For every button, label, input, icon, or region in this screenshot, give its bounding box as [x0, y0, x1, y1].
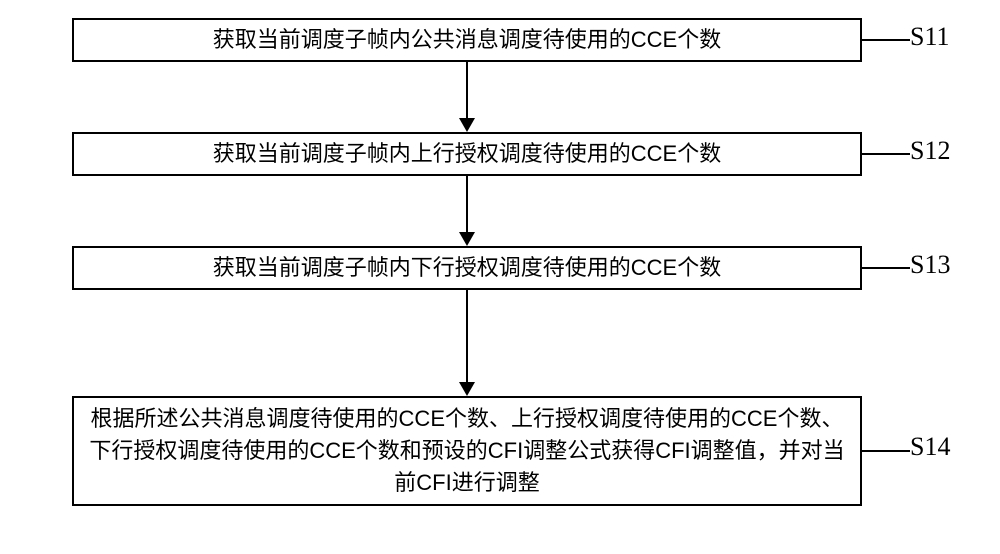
step-label-S13: S13 [910, 250, 950, 280]
connector-line [862, 450, 910, 452]
arrow-head-0 [459, 118, 475, 132]
flowchart-node-n1: 获取当前调度子帧内公共消息调度待使用的CCE个数 [72, 18, 862, 62]
arrow-head-2 [459, 382, 475, 396]
flowchart-node-n2: 获取当前调度子帧内上行授权调度待使用的CCE个数 [72, 132, 862, 176]
arrow-line-0 [466, 62, 468, 118]
arrow-line-1 [466, 176, 468, 232]
connector-line [862, 153, 910, 155]
step-label-S12: S12 [910, 136, 950, 166]
node-text: 获取当前调度子帧内下行授权调度待使用的CCE个数 [213, 252, 721, 284]
flowchart-canvas: 获取当前调度子帧内公共消息调度待使用的CCE个数 S11 获取当前调度子帧内上行授权… [0, 0, 1000, 554]
node-text: 获取当前调度子帧内上行授权调度待使用的CCE个数 [213, 138, 721, 170]
connector-line [862, 267, 910, 269]
arrow-head-1 [459, 232, 475, 246]
arrow-line-2 [466, 290, 468, 382]
step-label-S14: S14 [910, 432, 950, 462]
step-label-S11: S11 [910, 22, 950, 52]
flowchart-node-n3: 获取当前调度子帧内下行授权调度待使用的CCE个数 [72, 246, 862, 290]
connector-line [862, 39, 910, 41]
node-text: 获取当前调度子帧内公共消息调度待使用的CCE个数 [213, 24, 721, 56]
node-text: 根据所述公共消息调度待使用的CCE个数、上行授权调度待使用的CCE个数、下行授权… [86, 403, 848, 499]
flowchart-node-n4: 根据所述公共消息调度待使用的CCE个数、上行授权调度待使用的CCE个数、下行授权… [72, 396, 862, 506]
